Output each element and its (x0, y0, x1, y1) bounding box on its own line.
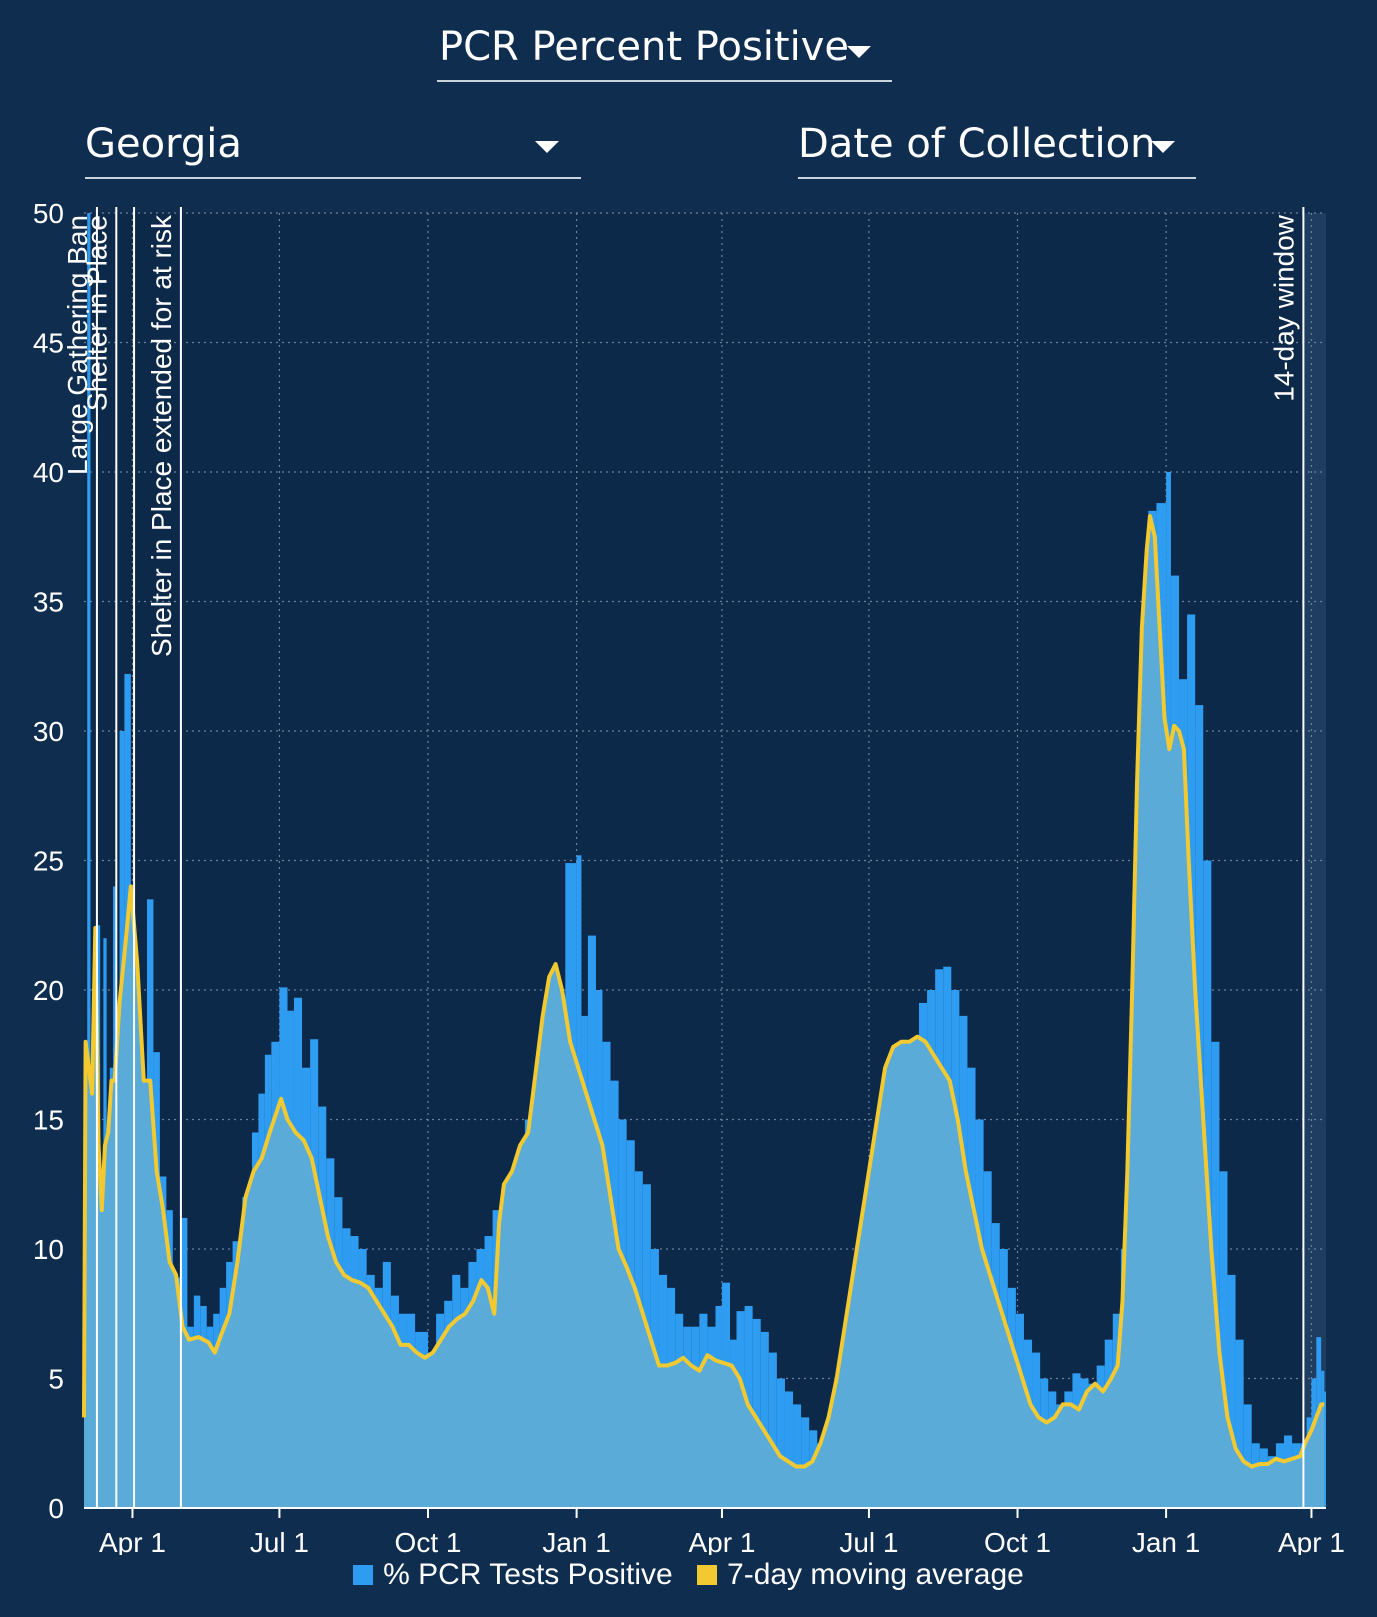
data-bar (793, 1404, 802, 1508)
x-tick-label: Jul 1 (250, 1527, 309, 1555)
metric-dropdown[interactable]: PCR Percent Positive (437, 20, 892, 82)
x-tick-label: Oct 1 (984, 1527, 1051, 1555)
chevron-down-icon[interactable] (847, 46, 871, 58)
x-tick-label: Jan 1 (542, 1527, 611, 1555)
x-tick-label: Apr 1 (99, 1527, 166, 1555)
y-tick-label: 15 (33, 1105, 64, 1136)
annotation-label: 14-day window (1268, 214, 1299, 402)
x-tick-label: Apr 1 (1278, 1527, 1345, 1555)
y-tick-label: 50 (33, 198, 64, 229)
metric-dropdown-value: PCR Percent Positive (439, 24, 849, 70)
data-bar (784, 1391, 794, 1508)
data-bar (768, 1352, 777, 1508)
moving-average-line (82, 514, 1325, 1469)
region-dropdown[interactable]: Georgia (85, 115, 581, 179)
legend-swatch-bars (353, 1565, 374, 1585)
data-bar (1243, 1404, 1252, 1508)
y-tick-label: 0 (48, 1493, 64, 1524)
x-tick-label: Apr 1 (688, 1527, 755, 1555)
chart-legend: % PCR Tests Positive 7-day moving averag… (0, 1558, 1377, 1592)
legend-item-percent-positive[interactable]: % PCR Tests Positive (353, 1558, 673, 1592)
legend-label-moving-average: 7-day moving average (727, 1558, 1024, 1591)
y-tick-label: 30 (33, 716, 64, 747)
y-tick-label: 20 (33, 975, 64, 1006)
data-bar (1219, 1171, 1228, 1508)
data-bar (776, 1378, 785, 1508)
data-bar (752, 1318, 761, 1508)
y-tick-label: 5 (48, 1364, 64, 1395)
data-bar (1211, 1041, 1220, 1508)
y-tick-label: 25 (33, 846, 64, 877)
y-tick-label: 35 (33, 587, 64, 618)
legend-swatch-line (697, 1565, 718, 1585)
x-tick-label: Oct 1 (395, 1527, 462, 1555)
region-dropdown-value: Georgia (85, 121, 242, 167)
data-bar (1227, 1274, 1236, 1508)
legend-item-moving-average[interactable]: 7-day moving average (697, 1558, 1024, 1592)
y-tick-label: 45 (33, 328, 64, 359)
data-bar (760, 1331, 769, 1508)
chevron-down-icon[interactable] (1151, 141, 1175, 153)
annotation-label: Shelter in Place (81, 215, 112, 411)
data-bar (87, 213, 91, 1508)
data-bar (1235, 1339, 1244, 1508)
y-tick-label: 10 (33, 1234, 64, 1265)
annotation-label: Shelter in Place extended for at risk (146, 214, 177, 657)
date-basis-dropdown-value: Date of Collection (798, 121, 1156, 167)
x-tick-label: Jul 1 (839, 1527, 898, 1555)
y-tick-label: 40 (33, 457, 64, 488)
annotation-label: Large Gathering Ban (62, 215, 93, 475)
date-basis-dropdown[interactable]: Date of Collection (798, 115, 1196, 179)
legend-label-percent-positive: % PCR Tests Positive (383, 1558, 673, 1591)
moving-average-area (84, 516, 1325, 1508)
x-tick-label: Jan 1 (1132, 1527, 1201, 1555)
data-bar (1324, 1391, 1326, 1508)
chevron-down-icon[interactable] (535, 141, 559, 153)
data-bar (801, 1417, 810, 1508)
